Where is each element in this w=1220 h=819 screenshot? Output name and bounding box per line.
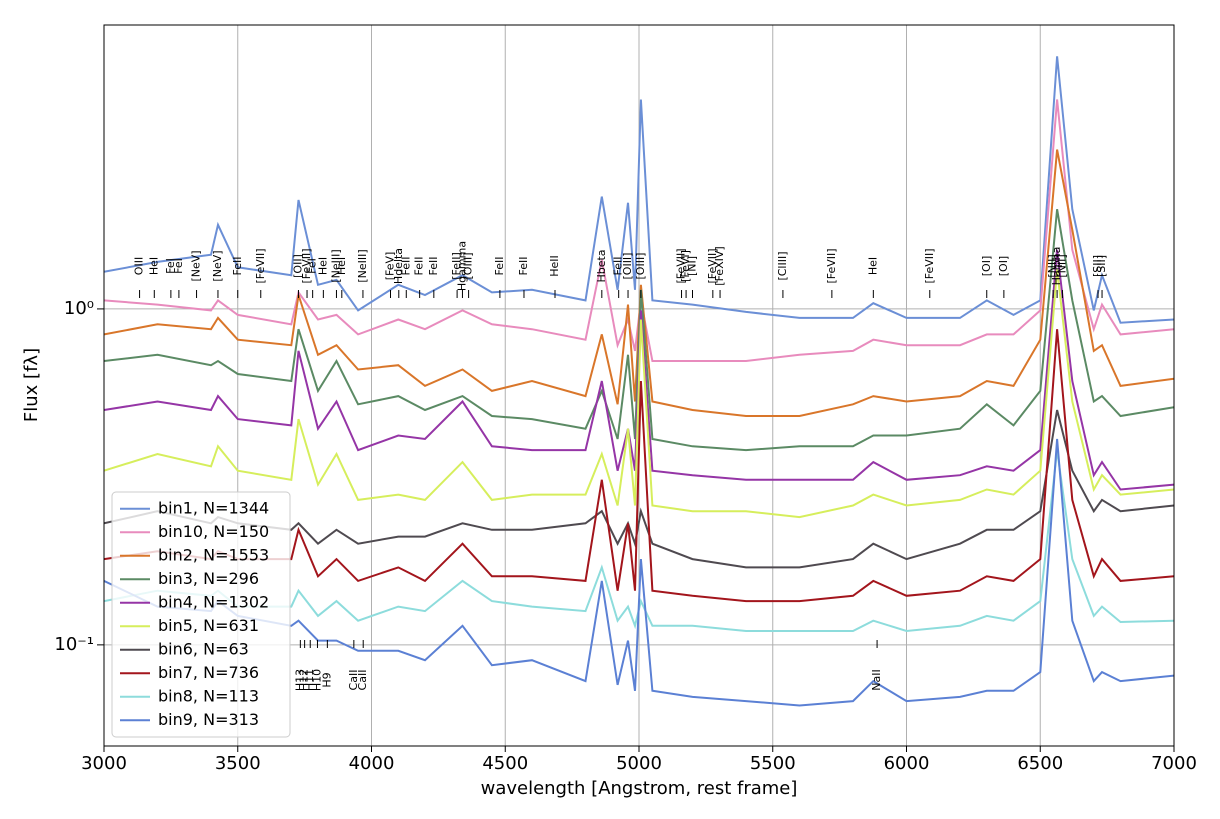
- x-tick-label: 4500: [482, 753, 528, 774]
- legend-label: bin1, N=1344: [158, 498, 269, 517]
- x-tick-label: 7000: [1151, 753, 1197, 774]
- line-label: FeI: [164, 258, 177, 274]
- line-label: [OI]: [980, 256, 993, 277]
- line-label: H12: [298, 669, 311, 691]
- line-label: [NII]: [1046, 254, 1059, 277]
- spectrum-line: [104, 249, 1174, 491]
- line-label: FeII: [612, 257, 625, 276]
- line-label: [FeV]: [383, 252, 396, 281]
- legend-label: bin4, N=1302: [158, 592, 269, 611]
- line-label: [OI]: [997, 256, 1010, 277]
- line-label: [NII]: [1055, 254, 1068, 277]
- line-label: [NeIII]: [356, 249, 369, 282]
- line-label: [FeVII]: [923, 248, 936, 283]
- x-axis-label: wavelength [Angstrom, rest frame]: [481, 778, 798, 799]
- x-tick-label: 4000: [349, 753, 395, 774]
- spectrum-line: [104, 209, 1174, 452]
- legend-label: bin9, N=313: [158, 710, 259, 729]
- x-tick-label: 3000: [81, 753, 127, 774]
- line-label: FeII: [427, 257, 440, 276]
- spectrum-line: [104, 149, 1174, 417]
- spectrum-line: [104, 56, 1174, 324]
- spectrum-line: [104, 449, 1174, 633]
- legend-label: bin8, N=113: [158, 686, 259, 705]
- line-label: [OIII]: [634, 253, 647, 280]
- line-label: H13: [293, 669, 306, 691]
- line-label: [FeVII]: [825, 248, 838, 283]
- spectrum-line: [104, 99, 1174, 362]
- x-tick-label: 6000: [884, 753, 930, 774]
- line-label: [FeII]: [450, 252, 463, 280]
- legend-label: bin2, N=1553: [158, 545, 269, 564]
- legend-label: bin10, N=150: [158, 522, 269, 541]
- line-label: [NI]: [686, 256, 699, 276]
- line-label: [OIII]: [462, 253, 475, 280]
- line-label: FeII: [413, 257, 426, 276]
- line-label: Halpha: [1050, 247, 1063, 286]
- line-label: FeII: [399, 257, 412, 276]
- line-label: FeII: [517, 257, 530, 276]
- line-label: OIII: [133, 257, 146, 275]
- line-label: FeII: [231, 257, 244, 276]
- line-label: [FeVI]: [679, 250, 692, 282]
- line-label: [NeV]: [190, 250, 203, 281]
- y-tick-label: 10⁰: [64, 298, 94, 319]
- legend-label: bin5, N=631: [158, 616, 259, 635]
- line-label: FeI: [172, 258, 185, 274]
- line-label: H11: [303, 669, 316, 691]
- line-label: [OIII]: [621, 253, 634, 280]
- line-label: [FeVII]: [254, 248, 267, 283]
- line-label: Hgamma: [455, 241, 468, 291]
- y-axis-label: Flux [fλ]: [21, 348, 42, 422]
- line-label: HeII: [548, 255, 561, 277]
- legend-label: bin6, N=63: [158, 639, 249, 658]
- line-label: [FeVII]: [675, 248, 688, 283]
- x-tick-label: 5500: [750, 753, 796, 774]
- line-label: FeII: [493, 257, 506, 276]
- x-tick-label: 5000: [616, 753, 662, 774]
- y-tick-label: 10⁻¹: [54, 634, 94, 655]
- line-label: H10: [310, 669, 323, 691]
- line-label: [NeIII]: [329, 249, 342, 282]
- spectrum-line: [104, 329, 1174, 603]
- spectrum-line: [104, 438, 1174, 707]
- line-label: [NeV]: [211, 250, 224, 281]
- line-label: [OII]: [291, 254, 304, 278]
- legend-box: [111, 491, 291, 738]
- line-label: CaII: [347, 670, 360, 691]
- line-label: [SII]: [1091, 255, 1104, 277]
- line-label: HeI: [866, 257, 879, 275]
- line-label: HeI: [147, 257, 160, 275]
- line-label: [FeVII]: [706, 248, 719, 283]
- line-label: [FeXIV]: [713, 246, 726, 285]
- line-label: [SII]: [1095, 255, 1108, 277]
- line-label: HeI: [335, 257, 348, 275]
- line-label: Hdelta: [392, 248, 405, 284]
- line-label: [FeVII]: [300, 248, 313, 283]
- line-label: Hbeta: [595, 249, 608, 282]
- x-tick-label: 6500: [1017, 753, 1063, 774]
- line-label: CaII: [356, 670, 369, 691]
- line-label: H9: [320, 672, 333, 687]
- spectrum-line: [104, 269, 1174, 519]
- x-tick-label: 3500: [215, 753, 261, 774]
- legend-label: bin7, N=736: [158, 663, 259, 682]
- line-label: NaII: [870, 669, 883, 690]
- line-label: FeI: [306, 258, 319, 274]
- spectrum-line: [104, 409, 1174, 569]
- line-label: HeI: [316, 257, 329, 275]
- legend-label: bin3, N=296: [158, 569, 259, 588]
- line-label: [ClIII]: [776, 251, 789, 280]
- plot-frame: [103, 24, 1175, 747]
